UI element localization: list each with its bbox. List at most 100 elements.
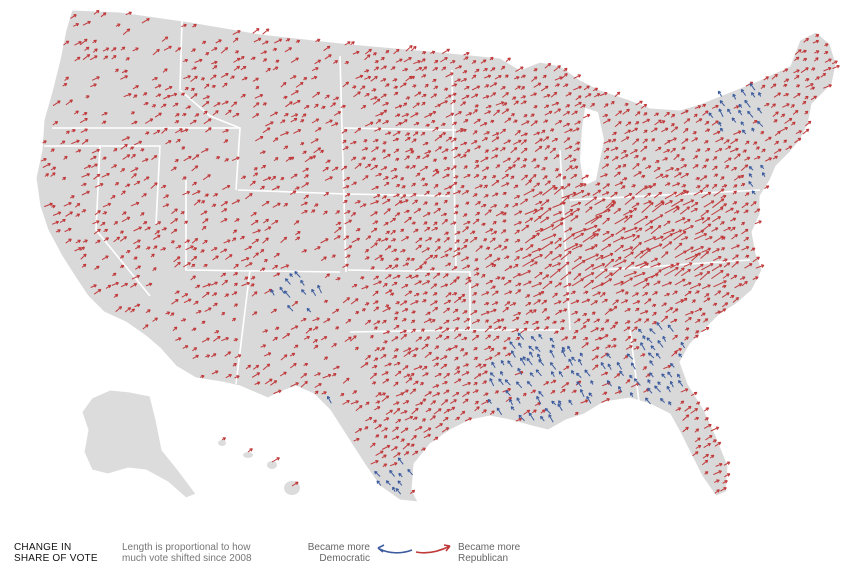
county-arrow-republican [384,245,392,251]
county-arrow-republican [50,166,57,171]
county-arrow-republican [803,37,810,43]
county-arrow-republican [390,168,398,172]
county-arrow-republican [40,158,47,162]
county-arrow-republican [181,113,187,117]
county-arrow-republican [520,147,528,154]
county-arrow-republican [482,95,490,99]
county-arrow-republican [261,40,269,45]
county-arrow-republican [182,176,187,180]
county-arrow-republican [732,254,739,260]
county-arrow-republican [370,211,378,217]
county-arrow-republican [364,121,374,127]
county-arrow-republican [611,156,619,162]
county-arrow-republican [272,137,279,143]
county-arrow-republican [224,158,229,162]
county-arrow-republican [542,74,547,79]
county-arrow-republican [423,201,428,206]
county-arrow-republican [234,375,240,379]
county-arrow-democratic [590,380,594,385]
county-arrow-republican [620,299,629,304]
county-arrow-republican [670,126,679,133]
county-arrow-republican [221,100,229,105]
county-arrow-republican [432,78,437,83]
county-arrow-republican [160,184,167,189]
county-arrow-republican [515,282,522,287]
county-arrow-republican [731,167,738,171]
county-arrow-republican [693,233,708,240]
county-arrow-republican [393,48,400,55]
county-arrow-republican [460,128,467,133]
county-arrow-republican [704,158,710,162]
county-arrow-republican [433,436,439,441]
county-arrow-republican [794,56,800,61]
county-arrow-republican [130,167,139,173]
county-arrow-republican [701,103,707,108]
county-arrow-republican [533,299,541,305]
county-arrow-democratic [398,472,403,478]
county-arrow-republican [183,220,189,225]
county-arrow-republican [405,165,410,170]
county-arrow-republican [661,281,673,287]
county-arrow-republican [542,136,550,142]
county-arrow-republican [471,334,480,341]
county-arrow-republican [504,74,509,79]
county-arrow-republican [639,248,652,259]
county-arrow-republican [399,329,407,334]
county-arrow-republican [324,54,332,60]
county-arrow-republican [211,370,219,375]
county-arrow-republican [65,99,73,106]
county-arrow-republican [399,82,407,88]
county-arrow-republican [415,336,423,342]
county-arrow-republican [732,297,740,303]
legend-democratic-label: Became more Democratic [290,542,370,564]
county-arrow-republican [382,141,387,145]
county-arrow-republican [700,209,710,217]
county-arrow-republican [441,218,448,225]
county-arrow-republican [472,193,478,198]
county-arrow-republican [481,370,488,375]
county-arrow-republican [711,248,720,254]
county-arrow-republican [59,218,66,224]
county-arrow-republican [682,199,695,206]
county-arrow-republican [591,311,596,315]
county-arrow-republican [215,156,221,160]
county-arrow-republican [524,217,534,224]
county-arrow-republican [533,326,540,331]
county-arrow-democratic [646,337,653,344]
county-arrow-republican [680,297,688,304]
county-arrow-republican [484,356,493,361]
county-arrow-republican [701,327,710,333]
county-arrow-republican [415,244,422,251]
county-arrow-republican [92,48,98,53]
county-arrow-republican [801,49,807,54]
county-arrow-republican [680,236,689,241]
county-arrow-republican [684,336,689,341]
county-arrow-republican [704,128,711,132]
county-arrow-democratic [708,112,714,119]
county-arrow-republican [543,119,549,123]
county-arrow-republican [293,129,302,134]
county-arrow-republican [361,308,366,312]
county-arrow-republican [484,209,492,216]
county-arrow-republican [493,257,501,262]
county-arrow-democratic [678,379,684,387]
county-arrow-republican [483,392,489,397]
county-arrow-republican [743,209,749,214]
county-arrow-republican [804,95,809,100]
county-arrow-republican [325,119,333,124]
county-arrow-republican [404,415,414,421]
county-arrow-republican [410,45,417,52]
county-arrow-republican [459,348,465,352]
county-arrow-republican [490,204,498,209]
county-arrow-republican [262,127,271,134]
county-arrow-republican [310,138,319,144]
county-arrow-republican [202,283,212,288]
county-arrow-republican [764,185,770,190]
county-arrow-republican [591,244,598,250]
county-arrow-republican [674,267,685,277]
county-arrow-republican [270,308,278,314]
county-arrow-republican [474,68,480,73]
county-arrow-republican [450,99,456,105]
county-arrow-republican [64,227,72,233]
county-arrow-republican [523,321,529,325]
